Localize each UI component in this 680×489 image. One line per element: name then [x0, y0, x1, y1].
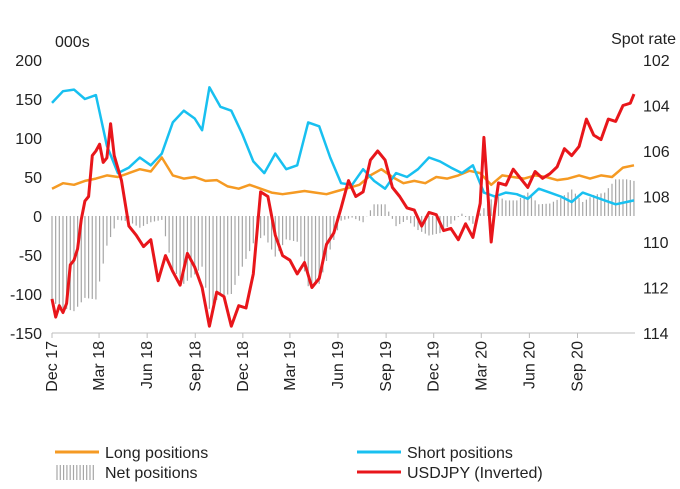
usdjpy-series-line [50, 93, 636, 328]
left-tick-label: -50 [19, 248, 42, 265]
left-tick-label: 150 [15, 92, 42, 109]
right-unit-label: Spot rate [611, 31, 676, 48]
left-tick-label: 100 [15, 131, 42, 148]
x-tick-label: Mar 19 [282, 341, 299, 391]
right-tick-label: 104 [643, 99, 670, 116]
left-tick-label: 0 [33, 209, 42, 226]
legend-short-label: Short positions [407, 445, 513, 462]
right-axis: 102 104 106 108 110 112 114 [643, 53, 670, 343]
x-tick-label: Sep 18 [187, 341, 204, 392]
right-tick-label: 108 [643, 190, 670, 207]
legend-usdjpy-label: USDJPY (Inverted) [407, 465, 543, 482]
x-tick-label: Dec 18 [235, 341, 252, 392]
left-tick-label: -100 [10, 287, 42, 304]
x-tick-label: Mar 20 [473, 341, 490, 391]
x-axis: Dec 17 Mar 18 Jun 18 Sep 18 Dec 18 Mar 19 Jun … [44, 332, 635, 392]
right-tick-label: 110 [643, 235, 669, 252]
left-tick-label: 50 [24, 170, 42, 187]
left-tick-label: 200 [15, 53, 42, 70]
right-tick-label: 102 [643, 53, 670, 70]
right-tick-label: 112 [643, 281, 669, 298]
x-tick-label: Sep 20 [569, 341, 586, 392]
x-tick-label: Mar 18 [91, 341, 108, 391]
legend-net-label: Net positions [105, 465, 198, 482]
right-tick-label: 114 [643, 326, 669, 343]
x-tick-label: Dec 17 [44, 341, 61, 392]
legend: Long positions Short positions Net positio… [55, 445, 543, 482]
legend-long-label: Long positions [105, 445, 208, 462]
net-bars-layer [51, 179, 635, 312]
short-series-line [51, 86, 635, 206]
x-tick-label: Sep 19 [378, 341, 395, 392]
lines-layer [50, 86, 636, 328]
left-axis: 200 150 100 50 0 -50 -100 -150 [10, 53, 42, 343]
left-unit-label: 000s [55, 34, 90, 51]
x-tick-label: Jun 20 [521, 341, 538, 389]
long-series-line [51, 156, 635, 196]
x-tick-label: Jun 18 [139, 341, 156, 389]
x-tick-label: Dec 19 [426, 341, 443, 392]
x-tick-label: Jun 19 [330, 341, 347, 389]
right-tick-label: 106 [643, 144, 670, 161]
left-tick-label: -150 [10, 326, 42, 343]
